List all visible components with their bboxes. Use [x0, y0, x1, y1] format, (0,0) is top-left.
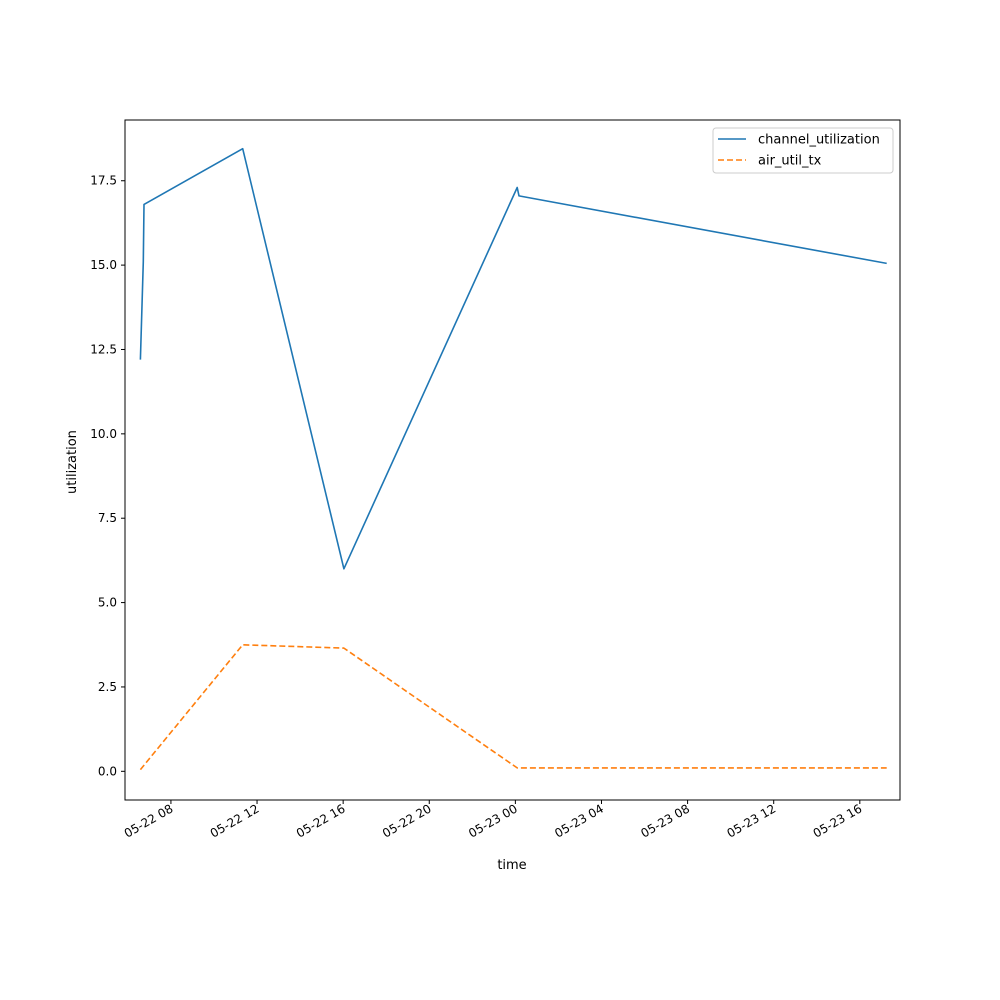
- y-axis-label: utilization: [65, 430, 80, 494]
- y-tick-label: 0.0: [98, 764, 117, 778]
- legend-label-channel_utilization: channel_utilization: [758, 133, 880, 148]
- y-tick-label: 5.0: [98, 596, 117, 610]
- series-line-channel_utilization: [139, 147, 887, 570]
- x-axis-label: time: [497, 858, 526, 873]
- legend-box: [712, 127, 894, 174]
- y-tick-label: 10.0: [90, 427, 117, 441]
- y-tick-label: 7.5: [98, 511, 117, 525]
- series-line-air_util_tx: [139, 643, 887, 771]
- legend: channel_utilization air_util_tx: [712, 127, 894, 174]
- y-tick-label: 12.5: [90, 342, 117, 356]
- series-layer: [139, 147, 887, 771]
- plot-frame: [124, 119, 901, 801]
- y-axis: 0.0 2.5 5.0 7.5 10.0 12.5 15.0 17.5: [90, 174, 125, 778]
- y-tick-label: 15.0: [90, 258, 117, 272]
- y-tick-label: 2.5: [98, 680, 117, 694]
- legend-label-air_util_tx: air_util_tx: [758, 154, 822, 169]
- y-tick-label: 17.5: [90, 174, 117, 188]
